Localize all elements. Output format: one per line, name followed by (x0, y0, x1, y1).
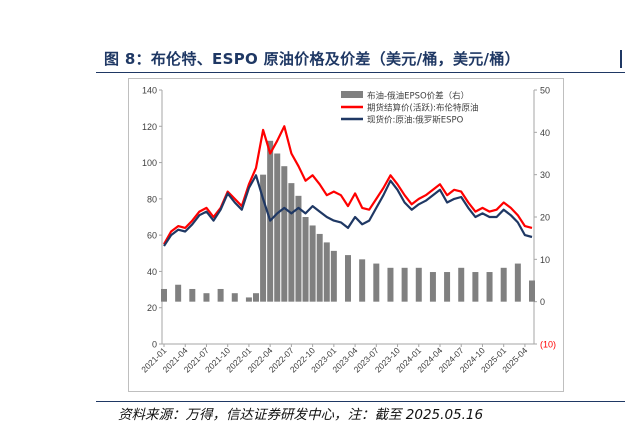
y-right-tick-label: 30 (540, 170, 550, 180)
legend-spread-label: 布油-俄油EPSO价差（右） (367, 91, 469, 102)
spread-bar (217, 288, 224, 302)
chart-frame: 0 20 40 60 80 100 120 140 (10) 0 10 20 30 40 50 2021-01… (128, 78, 564, 392)
y-right-tick-label: 0 (540, 297, 545, 307)
y-left-tick-label: 80 (147, 194, 157, 204)
y-left-tick-label: 120 (142, 122, 157, 132)
legend-brent-label: 期货结算价(活跃):布伦特原油 (367, 103, 479, 114)
spread-bar (316, 233, 323, 302)
spread-bar (514, 263, 521, 302)
spread-bar (260, 174, 267, 302)
spread-bar (330, 250, 337, 302)
spread-bar (359, 259, 366, 302)
y-right-tick-label: 50 (540, 86, 550, 96)
spread-bar (295, 195, 302, 302)
spread-bar (373, 263, 380, 302)
y-left-tick-label: 140 (142, 86, 157, 96)
spread-bar (387, 267, 394, 302)
spread-bar (175, 284, 182, 302)
espo-spot-line (163, 174, 533, 247)
spread-bar (529, 280, 535, 302)
spread-bar (486, 272, 493, 302)
y-left-tick-label: 0 (152, 340, 157, 350)
figure-title: 图 8：布伦特、ESPO 原油价格及价差（美元/桶，美元/桶） (104, 50, 520, 68)
spread-bar (415, 267, 422, 302)
y-left-tick-label: 100 (142, 158, 157, 168)
spread-bar (161, 288, 167, 302)
spread-bar (345, 255, 351, 302)
legend-spread-swatch (341, 91, 363, 98)
spread-bar (309, 225, 316, 302)
spread-bar (203, 293, 210, 302)
spread-bar (274, 153, 281, 302)
source-rule (96, 401, 625, 402)
y-left-tick-label: 40 (147, 267, 157, 277)
y-right-tick-label: (10) (540, 340, 556, 350)
y-left-tick-label: 20 (147, 303, 157, 313)
spread-bar (189, 288, 196, 302)
legend-espo-label: 现货价:原油:俄罗斯ESPO (367, 115, 464, 126)
title-underline (96, 72, 625, 73)
spread-bar (472, 272, 479, 302)
y-right-tick-label: 20 (540, 213, 550, 223)
title-side-bar (620, 50, 622, 68)
spread-bar (401, 267, 408, 302)
spread-bar (253, 293, 259, 302)
y-right-tick-label: 10 (540, 255, 550, 265)
spread-bar (245, 297, 252, 302)
source-note: 资料来源：万得，信达证券研发中心，注：截至 2025.05.16 (118, 407, 484, 423)
spread-bar (323, 242, 330, 302)
spread-bar (288, 183, 295, 302)
spread-bar (429, 272, 436, 302)
spread-bar (500, 267, 507, 302)
spread-bar (281, 166, 288, 302)
price-spread-chart: 020406080100120140(10)010203040502021-01… (139, 86, 556, 375)
spread-bar (231, 293, 238, 302)
spread-bar (444, 272, 451, 302)
y-left-tick-label: 60 (147, 231, 157, 241)
y-right-tick-label: 40 (540, 128, 550, 138)
spread-bar (302, 217, 309, 302)
spread-bar (458, 267, 465, 302)
